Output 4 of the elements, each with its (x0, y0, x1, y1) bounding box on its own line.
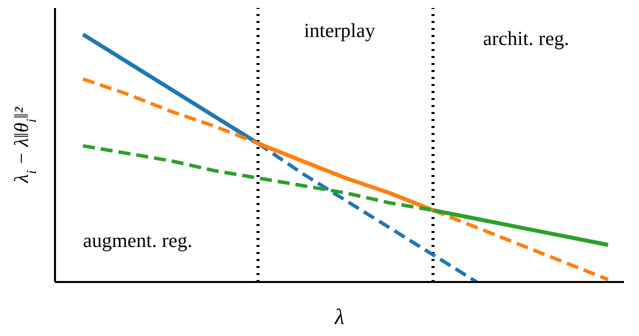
annotation: archit. reg. (483, 28, 570, 51)
annotation: augment. reg. (83, 230, 192, 253)
annotation: interplay (304, 20, 376, 43)
x-axis-title: λ (334, 304, 344, 329)
